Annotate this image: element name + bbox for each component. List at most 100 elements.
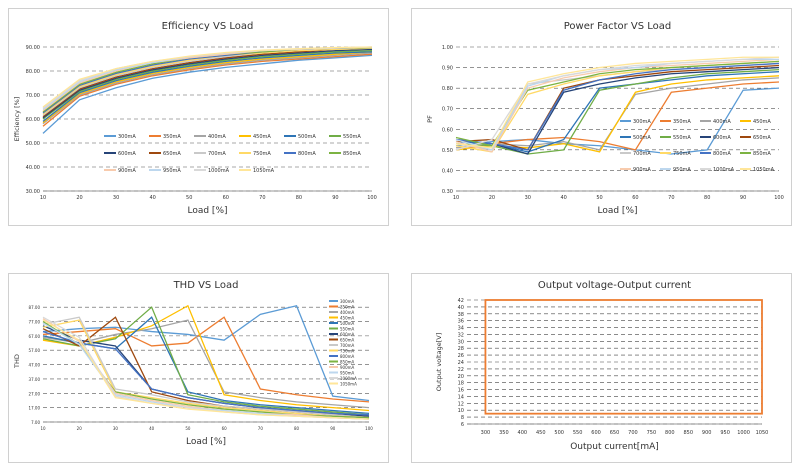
series-line-350mA bbox=[42, 53, 373, 127]
x-tick-label: 350 bbox=[499, 430, 509, 436]
x-tick-label: 500 bbox=[554, 430, 564, 436]
y-tick-label: 0.30 bbox=[442, 189, 453, 195]
chart-title: Output voltage-Output current bbox=[538, 280, 691, 291]
legend-label-450mA: 450mA bbox=[340, 315, 355, 320]
thd-chart-panel: THD VS Load 7.00 17.00 27.00 37.00 47.00 57.00… bbox=[8, 273, 389, 463]
legend-label-1000mA: 1000mA bbox=[340, 376, 357, 381]
legend-label-350mA: 350mA bbox=[163, 134, 181, 140]
legend-label-600mA: 600mA bbox=[713, 135, 731, 141]
x-tick-label: 20 bbox=[77, 426, 83, 431]
x-axis-label: Output current[mA] bbox=[570, 442, 659, 452]
series-line-300mA bbox=[42, 54, 373, 134]
y-tick-label: 30 bbox=[458, 339, 464, 345]
chart-title: THD VS Load bbox=[173, 280, 239, 291]
y-tick-label: 30.00 bbox=[26, 189, 40, 195]
thd-chart: THD VS Load 7.00 17.00 27.00 37.00 47.00 57.00… bbox=[13, 280, 373, 447]
x-tick-label: 10 bbox=[453, 195, 459, 201]
series-line-450mA bbox=[42, 304, 370, 412]
legend-label-800mA: 800mA bbox=[713, 151, 731, 157]
legend-label-950mA: 950mA bbox=[340, 370, 355, 375]
y-tick-label: 36 bbox=[458, 319, 464, 325]
legend-label-1050mA: 1050mA bbox=[253, 168, 275, 174]
x-tick-label: 10 bbox=[40, 426, 46, 431]
legend-label-750mA: 750mA bbox=[673, 151, 691, 157]
y-tick-label: 17.00 bbox=[29, 406, 41, 411]
y-tick-label: 0.50 bbox=[442, 148, 453, 154]
x-tick-label: 800 bbox=[665, 430, 675, 436]
legend-label-400mA: 400mA bbox=[340, 310, 355, 315]
legend-label-400mA: 400mA bbox=[208, 134, 226, 140]
legend-label-600mA: 600mA bbox=[118, 151, 136, 157]
y-tick-label: 90.00 bbox=[26, 45, 40, 51]
x-tick-label: 100 bbox=[774, 195, 784, 201]
series-line-650mA bbox=[42, 316, 370, 419]
y-tick-label: 8 bbox=[461, 415, 464, 421]
legend-label-1000mA: 1000mA bbox=[208, 168, 230, 174]
legend-label-650mA: 650mA bbox=[753, 135, 771, 141]
legend-label-450mA: 450mA bbox=[753, 119, 771, 125]
x-tick-label: 450 bbox=[536, 430, 546, 436]
y-axis-label: THD bbox=[13, 354, 21, 369]
series-line-600mA bbox=[455, 66, 780, 155]
y-axis-label: Output voltage[V] bbox=[435, 333, 443, 391]
voltage-current-chart-panel: Output voltage-Output current 6 8 10 12 14 16 1… bbox=[411, 273, 792, 463]
series-line-400mA bbox=[42, 52, 373, 125]
y-tick-label: 20 bbox=[458, 374, 464, 380]
legend-label-850mA: 850mA bbox=[343, 151, 361, 157]
x-tick-label: 700 bbox=[628, 430, 638, 436]
x-tick-label: 20 bbox=[76, 195, 82, 201]
series-line-700mA bbox=[42, 316, 370, 419]
y-tick-label: 27.00 bbox=[29, 391, 41, 396]
series-line-350mA bbox=[42, 316, 370, 403]
x-tick-label: 950 bbox=[720, 430, 730, 436]
x-tick-label: 90 bbox=[330, 426, 336, 431]
legend-label-300mA: 300mA bbox=[340, 299, 355, 304]
legend-label-1050mA: 1050mA bbox=[340, 381, 357, 386]
series-line-500mA bbox=[42, 51, 373, 122]
legend-label-550mA: 550mA bbox=[673, 135, 691, 141]
y-tick-label: 1.00 bbox=[442, 45, 453, 51]
y-tick-label: 0.70 bbox=[442, 107, 453, 113]
x-tick-label: 70 bbox=[668, 195, 674, 201]
y-tick-label: 32 bbox=[458, 332, 464, 338]
x-tick-label: 60 bbox=[632, 195, 638, 201]
x-tick-label: 900 bbox=[702, 430, 712, 436]
legend-label-900mA: 900mA bbox=[118, 168, 136, 174]
x-tick-label: 30 bbox=[113, 426, 119, 431]
y-axis-label: PF bbox=[426, 115, 434, 123]
y-tick-label: 24 bbox=[458, 360, 464, 366]
legend-label-800mA: 800mA bbox=[340, 354, 355, 359]
y-tick-label: 77.00 bbox=[29, 320, 41, 325]
legend-label-800mA: 800mA bbox=[298, 151, 316, 157]
x-tick-label: 1000 bbox=[737, 430, 750, 436]
x-tick-label: 10 bbox=[40, 195, 46, 201]
series-line-550mA bbox=[42, 49, 373, 120]
series-line-300mA bbox=[455, 87, 780, 155]
series-line-300mA bbox=[42, 304, 370, 402]
efficiency-chart-panel: Efficiency VS Load 30.00 40.00 50.00 60.00 70… bbox=[8, 8, 389, 226]
x-tick-label: 50 bbox=[186, 195, 192, 201]
y-tick-label: 16 bbox=[458, 388, 464, 394]
y-tick-label: 87.00 bbox=[29, 305, 41, 310]
legend-label-400mA: 400mA bbox=[713, 119, 731, 125]
y-tick-label: 22 bbox=[458, 367, 464, 373]
series-line-550mA bbox=[455, 68, 780, 155]
x-tick-label: 1050 bbox=[756, 430, 769, 436]
legend-label-700mA: 700mA bbox=[340, 343, 355, 348]
y-tick-label: 38 bbox=[458, 312, 464, 318]
legend-label-650mA: 650mA bbox=[163, 151, 181, 157]
y-tick-label: 60.00 bbox=[26, 117, 40, 123]
x-tick-label: 40 bbox=[149, 195, 155, 201]
legend-label-500mA: 500mA bbox=[340, 321, 355, 326]
series-line-750mA bbox=[42, 319, 370, 419]
chart-title: Power Factor VS Load bbox=[564, 21, 672, 32]
series-line-1000mA bbox=[455, 56, 780, 151]
x-tick-label: 30 bbox=[113, 195, 119, 201]
y-tick-label: 34 bbox=[458, 326, 464, 332]
legend-label-650mA: 650mA bbox=[340, 337, 355, 342]
legend-label-1000mA: 1000mA bbox=[713, 167, 735, 173]
x-tick-label: 80 bbox=[704, 195, 710, 201]
x-tick-label: 650 bbox=[610, 430, 620, 436]
legend-label-900mA: 900mA bbox=[633, 167, 651, 173]
series-line-650mA bbox=[455, 64, 780, 151]
